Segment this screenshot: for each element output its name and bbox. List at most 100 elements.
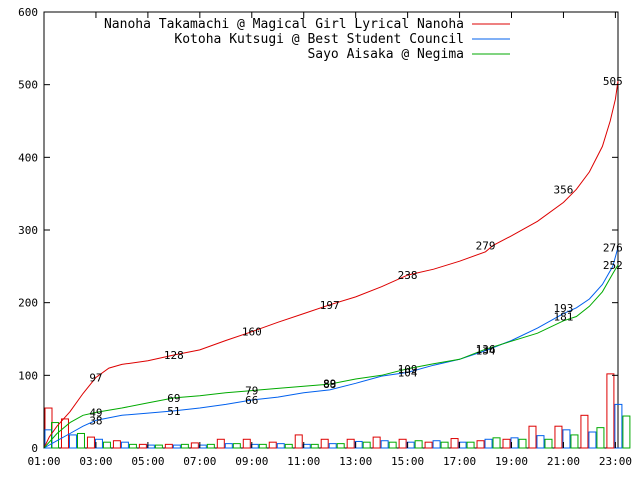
hourly-bar xyxy=(346,438,355,449)
data-label: 66 xyxy=(245,394,258,407)
hourly-bar xyxy=(154,444,163,449)
hourly-bar xyxy=(614,403,623,449)
y-tick-label: 400 xyxy=(18,151,38,164)
cumulative-lines xyxy=(43,80,619,449)
hourly-bar xyxy=(596,427,605,449)
x-tick-label: 09:00 xyxy=(235,455,268,468)
hourly-bar xyxy=(580,414,589,449)
hourly-bar xyxy=(458,441,467,449)
hourly-bar xyxy=(320,438,329,449)
hourly-bar xyxy=(302,443,311,449)
data-labels: 97 128 160 197 238 279 356 505 38 51 66 89 104 134 193… xyxy=(89,75,622,427)
hourly-bar xyxy=(224,443,233,449)
y-tick-label: 200 xyxy=(18,297,38,310)
data-label: 197 xyxy=(320,299,340,312)
hourly-bar xyxy=(250,443,259,449)
data-label: 49 xyxy=(89,406,102,419)
hourly-bar xyxy=(476,440,485,449)
legend-label: Kotoha Kutsugi @ Best Student Council xyxy=(174,32,464,47)
x-tick-label: 01:00 xyxy=(27,455,60,468)
hourly-bar xyxy=(432,440,441,449)
hourly-bar xyxy=(102,441,111,449)
hourly-bar xyxy=(528,425,537,449)
hourly-bar xyxy=(544,438,553,449)
hourly-bar xyxy=(206,443,215,449)
hourly-bar xyxy=(112,440,121,449)
hourly-bar xyxy=(562,429,571,449)
data-label: 505 xyxy=(603,75,623,88)
hourly-bar xyxy=(606,373,615,449)
hourly-bar xyxy=(372,436,381,449)
hourly-bar xyxy=(466,441,475,449)
hourly-bar xyxy=(242,438,251,449)
hourly-bar xyxy=(128,443,137,449)
hourly-bar xyxy=(86,436,95,449)
x-tick-label: 17:00 xyxy=(443,455,476,468)
hourly-bar xyxy=(484,438,493,449)
hourly-bar xyxy=(94,438,103,449)
hourly-bar xyxy=(424,441,433,449)
x-tick-label: 21:00 xyxy=(547,455,580,468)
hourly-bar xyxy=(232,443,241,449)
hourly-bar xyxy=(328,443,337,449)
hourly-bar xyxy=(120,441,129,449)
data-label: 69 xyxy=(167,392,180,405)
data-label: 97 xyxy=(89,372,102,385)
series-line xyxy=(43,264,619,449)
data-label: 104 xyxy=(398,366,418,379)
hourly-bar xyxy=(518,438,527,449)
data-label: 88 xyxy=(323,378,336,391)
legend: Nanoha Takamachi @ Magical Girl Lyrical … xyxy=(104,17,510,62)
hourly-bar xyxy=(68,434,77,449)
hourly-bar xyxy=(510,437,519,449)
data-label: 79 xyxy=(245,385,258,398)
data-label: 181 xyxy=(554,310,574,323)
x-tick-label: 03:00 xyxy=(79,455,112,468)
x-tick-label: 05:00 xyxy=(131,455,164,468)
hourly-bar xyxy=(180,443,189,449)
hourly-bar xyxy=(310,443,319,449)
hourly-bar xyxy=(164,443,173,449)
hourly-bar xyxy=(198,444,207,449)
hourly-bar xyxy=(268,441,277,449)
hourly-bar xyxy=(354,440,363,449)
hourly-bar xyxy=(76,432,85,449)
data-label: 238 xyxy=(398,269,418,282)
hourly-bar xyxy=(172,444,181,449)
x-tick-label: 11:00 xyxy=(287,455,320,468)
x-tick-label: 23:00 xyxy=(599,455,632,468)
hourly-bar xyxy=(588,431,597,449)
hourly-bar xyxy=(570,434,579,449)
y-tick-label: 600 xyxy=(18,6,38,19)
data-label: 356 xyxy=(554,183,574,196)
y-tick-label: 500 xyxy=(18,79,38,92)
data-label: 109 xyxy=(398,363,418,376)
hourly-bar xyxy=(146,444,155,449)
series-line xyxy=(43,247,619,449)
hourly-bar xyxy=(536,435,545,449)
y-axis: 0 100 200 300 400 500 600 xyxy=(18,6,618,455)
legend-label: Sayo Aisaka @ Negima xyxy=(307,47,464,62)
data-label: 193 xyxy=(554,302,574,315)
hourly-bar xyxy=(284,443,293,449)
data-label: 136 xyxy=(476,343,496,356)
hourly-bar xyxy=(44,407,53,449)
hourly-bar xyxy=(336,443,345,449)
hourly-bar xyxy=(380,440,389,449)
y-tick-label: 0 xyxy=(31,442,38,455)
legend-label: Nanoha Takamachi @ Magical Girl Lyrical … xyxy=(104,17,464,32)
hourly-bar xyxy=(622,415,631,449)
hourly-bars xyxy=(44,373,631,449)
hourly-bar xyxy=(51,422,59,449)
y-tick-label: 100 xyxy=(18,369,38,382)
data-label: 51 xyxy=(167,405,180,418)
x-tick-label: 13:00 xyxy=(339,455,372,468)
data-label: 252 xyxy=(603,259,623,272)
hourly-bar xyxy=(406,441,415,449)
hourly-bar xyxy=(294,434,303,449)
hourly-bar xyxy=(190,442,199,449)
x-tick-label: 07:00 xyxy=(183,455,216,468)
hourly-bar xyxy=(414,440,423,449)
x-tick-label: 15:00 xyxy=(391,455,424,468)
